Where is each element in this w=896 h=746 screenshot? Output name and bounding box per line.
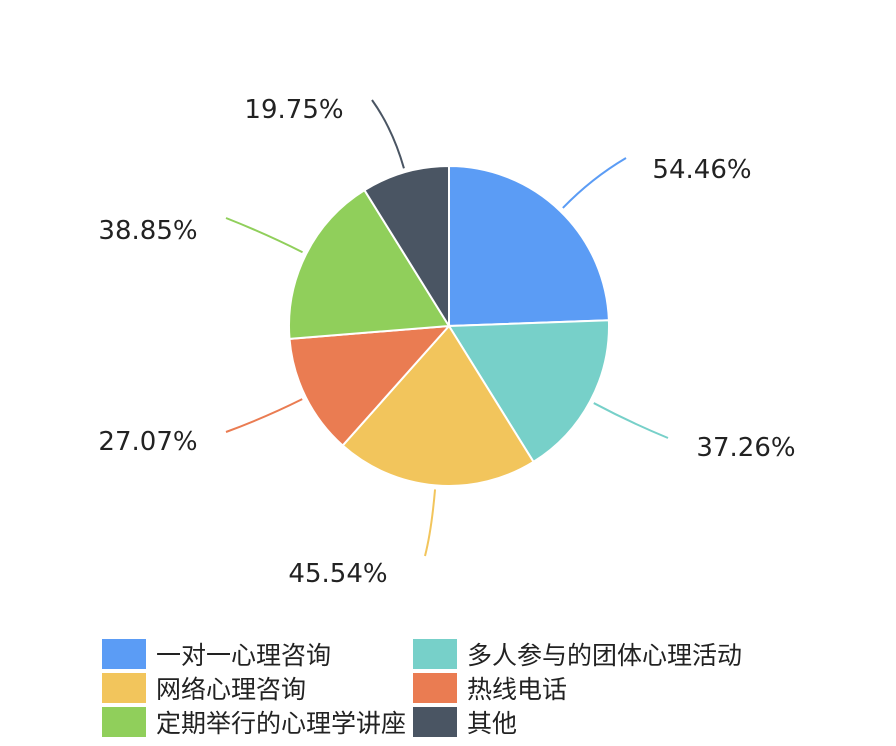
data-label-3: 27.07% [98, 427, 197, 457]
leader-line-5 [371, 99, 405, 169]
data-label-1: 37.26% [696, 433, 795, 463]
data-label-4: 38.85% [98, 216, 197, 246]
legend-swatch [102, 673, 146, 703]
legend-item-1: 多人参与的团体心理活动 [413, 636, 742, 672]
leader-line-0 [562, 157, 627, 209]
legend-label: 一对一心理咨询 [156, 641, 332, 670]
legend-swatch [102, 707, 146, 737]
pie-slice-1 [447, 319, 610, 464]
pie-slice-2 [341, 324, 535, 487]
leader-line-1 [593, 402, 669, 439]
data-label-0: 54.46% [652, 155, 751, 185]
legend-swatch [413, 707, 457, 737]
legend-swatch [102, 639, 146, 669]
legend-item-3: 热线电话 [413, 670, 567, 706]
pie-chart: 54.46% 37.26% 45.54% 27.07% 38.85% 19.75% [98, 95, 795, 589]
legend-label: 定期举行的心理学讲座 [156, 709, 407, 738]
legend-item-4: 定期举行的心理学讲座 [102, 704, 406, 740]
pie-slice-4 [288, 188, 451, 340]
leader-line-2 [424, 489, 437, 557]
legend-item-0: 一对一心理咨询 [102, 636, 331, 672]
data-label-5: 19.75% [244, 95, 343, 125]
legend-swatch [413, 673, 457, 703]
pie-slice-5 [363, 164, 450, 330]
legend-item-2: 网络心理咨询 [102, 670, 306, 706]
data-label-2: 45.54% [288, 559, 387, 589]
legend-label: 其他 [467, 709, 518, 738]
legend-item-5: 其他 [413, 704, 517, 740]
legend-label: 热线电话 [467, 675, 568, 704]
pie-slice-3 [288, 324, 452, 447]
legend-label: 多人参与的团体心理活动 [467, 641, 743, 670]
leader-line-4 [225, 217, 303, 254]
leader-line-3 [225, 398, 303, 433]
legend-swatch [413, 639, 457, 669]
legend-label: 网络心理咨询 [156, 675, 307, 704]
pie-slice-0 [448, 164, 610, 328]
